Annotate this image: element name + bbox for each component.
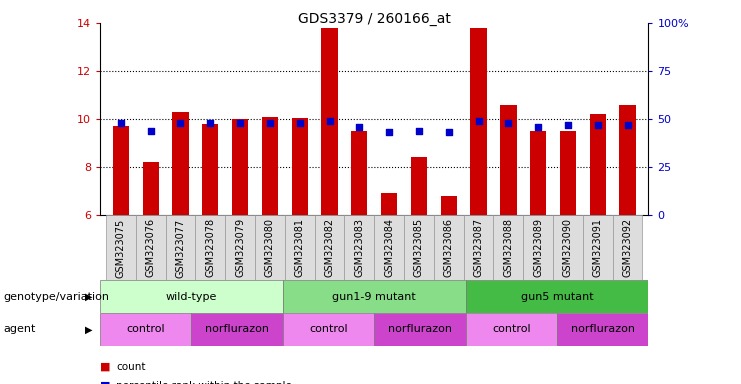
Bar xyxy=(465,313,557,346)
Text: control: control xyxy=(127,324,165,334)
Bar xyxy=(440,196,457,215)
Bar xyxy=(345,215,374,280)
Bar xyxy=(202,124,219,215)
Text: GSM323084: GSM323084 xyxy=(384,218,394,277)
Text: gun5 mutant: gun5 mutant xyxy=(521,291,594,302)
Bar xyxy=(374,215,404,280)
Bar xyxy=(613,215,642,280)
Text: gun1-9 mutant: gun1-9 mutant xyxy=(332,291,416,302)
Text: GSM323080: GSM323080 xyxy=(265,218,275,277)
Text: wild-type: wild-type xyxy=(166,291,217,302)
Text: GSM323076: GSM323076 xyxy=(146,218,156,277)
Point xyxy=(205,120,216,126)
Bar xyxy=(471,28,487,215)
Text: GSM323092: GSM323092 xyxy=(622,218,633,277)
Bar xyxy=(404,215,433,280)
Point xyxy=(592,122,604,128)
Point xyxy=(144,127,156,134)
Text: GSM323087: GSM323087 xyxy=(473,218,484,277)
Bar xyxy=(494,215,523,280)
Bar xyxy=(523,215,553,280)
Bar xyxy=(433,215,464,280)
Point xyxy=(562,122,574,128)
Bar xyxy=(173,112,189,215)
Text: GSM323082: GSM323082 xyxy=(325,218,334,277)
Text: agent: agent xyxy=(4,324,36,334)
Text: GSM323075: GSM323075 xyxy=(116,218,126,278)
Bar xyxy=(196,215,225,280)
Bar xyxy=(142,162,159,215)
Text: ■: ■ xyxy=(100,362,110,372)
Point xyxy=(234,120,246,126)
Bar xyxy=(100,313,191,346)
Bar xyxy=(381,194,397,215)
Text: GSM323088: GSM323088 xyxy=(503,218,514,277)
Bar xyxy=(322,28,338,215)
Bar xyxy=(583,215,613,280)
Bar xyxy=(165,215,196,280)
Bar xyxy=(590,114,606,215)
Point xyxy=(502,120,514,126)
Bar xyxy=(106,215,136,280)
Text: GDS3379 / 260166_at: GDS3379 / 260166_at xyxy=(298,12,451,25)
Bar xyxy=(113,126,129,215)
Point xyxy=(293,120,305,126)
Text: norflurazon: norflurazon xyxy=(571,324,635,334)
Bar xyxy=(225,215,255,280)
Text: GSM323091: GSM323091 xyxy=(593,218,602,277)
Text: GSM323081: GSM323081 xyxy=(295,218,305,277)
Text: GSM323086: GSM323086 xyxy=(444,218,453,277)
Bar xyxy=(465,280,648,313)
Bar xyxy=(232,119,248,215)
Text: norflurazon: norflurazon xyxy=(205,324,269,334)
Bar xyxy=(464,215,494,280)
Bar xyxy=(530,131,546,215)
Bar xyxy=(500,104,516,215)
Point xyxy=(353,124,365,130)
Text: ▶: ▶ xyxy=(85,324,93,334)
Point xyxy=(413,127,425,134)
Text: count: count xyxy=(116,362,146,372)
Bar xyxy=(619,104,636,215)
Bar xyxy=(191,313,283,346)
Text: percentile rank within the sample: percentile rank within the sample xyxy=(116,381,292,384)
Point xyxy=(473,118,485,124)
Bar xyxy=(255,215,285,280)
Bar xyxy=(374,313,465,346)
Bar xyxy=(411,157,427,215)
Bar xyxy=(553,215,583,280)
Bar xyxy=(136,215,165,280)
Text: norflurazon: norflurazon xyxy=(388,324,452,334)
Text: GSM323090: GSM323090 xyxy=(563,218,573,277)
Bar xyxy=(283,313,374,346)
Text: GSM323077: GSM323077 xyxy=(176,218,185,278)
Point xyxy=(115,120,127,126)
Point xyxy=(383,129,395,136)
Text: control: control xyxy=(492,324,531,334)
Text: ■: ■ xyxy=(100,381,110,384)
Bar xyxy=(285,215,315,280)
Point xyxy=(622,122,634,128)
Text: GSM323078: GSM323078 xyxy=(205,218,216,277)
Bar xyxy=(559,131,576,215)
Bar xyxy=(351,131,368,215)
Text: genotype/variation: genotype/variation xyxy=(4,291,110,302)
Text: ▶: ▶ xyxy=(85,291,93,302)
Text: GSM323089: GSM323089 xyxy=(533,218,543,277)
Text: control: control xyxy=(309,324,348,334)
Text: GSM323083: GSM323083 xyxy=(354,218,365,277)
Point xyxy=(324,118,336,124)
Point xyxy=(175,120,187,126)
Text: GSM323079: GSM323079 xyxy=(235,218,245,277)
Point xyxy=(532,124,544,130)
Point xyxy=(443,129,455,136)
Bar xyxy=(291,118,308,215)
Point xyxy=(264,120,276,126)
Text: GSM323085: GSM323085 xyxy=(414,218,424,277)
Bar xyxy=(100,280,283,313)
Bar xyxy=(283,280,465,313)
Bar xyxy=(315,215,345,280)
Bar xyxy=(262,117,278,215)
Bar xyxy=(557,313,648,346)
